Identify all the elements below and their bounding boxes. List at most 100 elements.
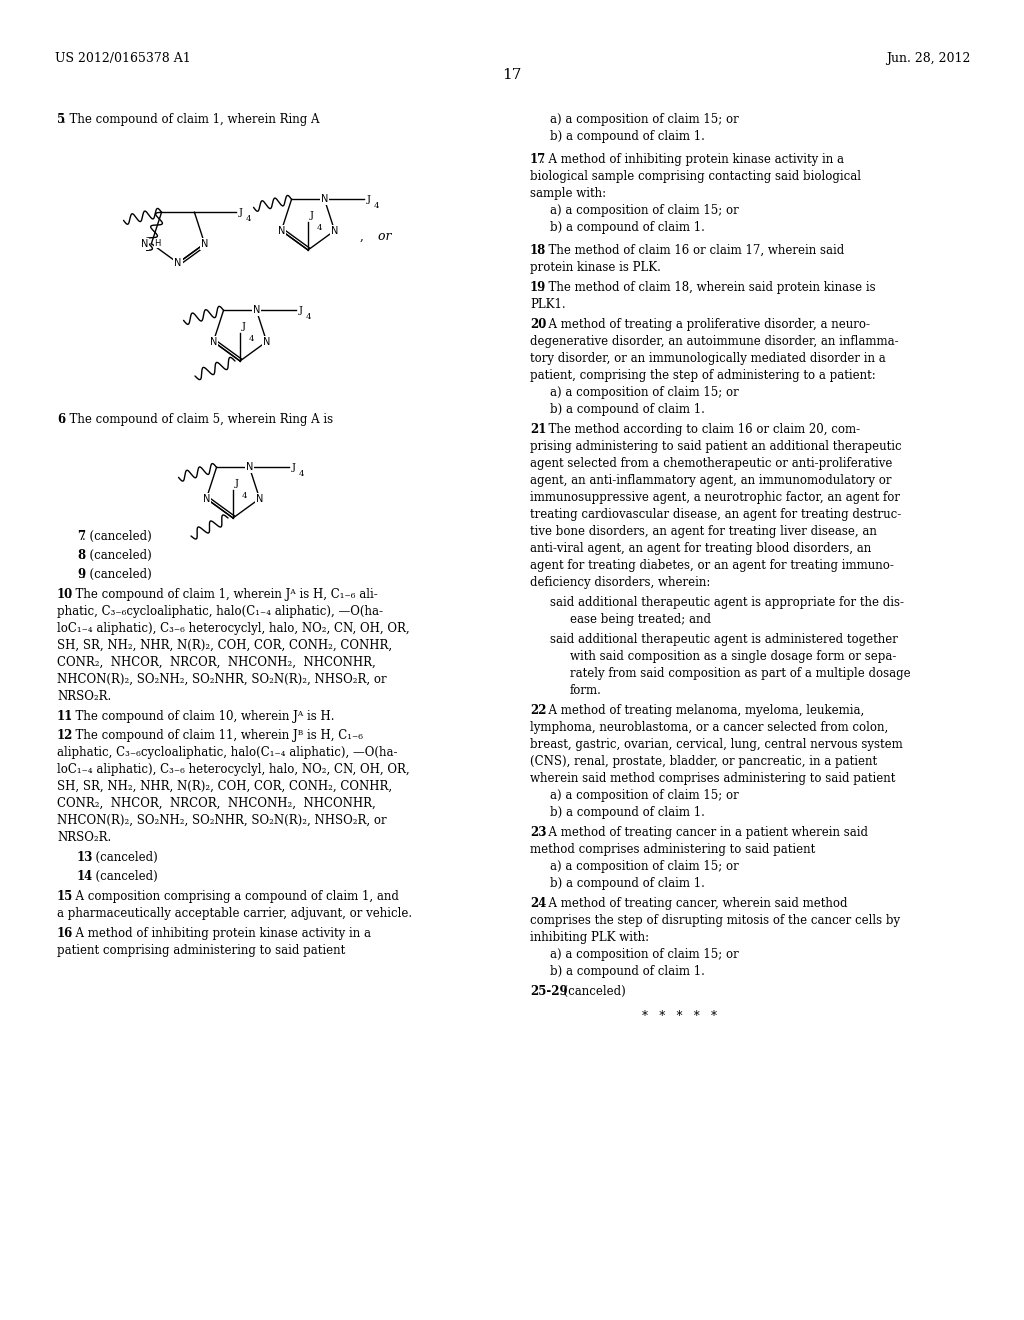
- Text: a) a composition of claim 15; or: a) a composition of claim 15; or: [550, 861, 738, 873]
- Text: N: N: [253, 305, 260, 315]
- Text: . A method of inhibiting protein kinase activity in a: . A method of inhibiting protein kinase …: [541, 153, 844, 166]
- Text: 4: 4: [246, 215, 251, 223]
- Text: b) a compound of claim 1.: b) a compound of claim 1.: [550, 807, 705, 818]
- Text: a) a composition of claim 15; or: a) a composition of claim 15; or: [550, 114, 738, 125]
- Text: b) a compound of claim 1.: b) a compound of claim 1.: [550, 220, 705, 234]
- Text: immunosuppressive agent, a neurotrophic factor, an agent for: immunosuppressive agent, a neurotrophic …: [530, 491, 900, 504]
- Text: 8: 8: [77, 549, 85, 562]
- Text: . The method of claim 18, wherein said protein kinase is: . The method of claim 18, wherein said p…: [541, 281, 876, 294]
- Text: 13: 13: [77, 851, 93, 865]
- Text: biological sample comprising contacting said biological: biological sample comprising contacting …: [530, 170, 861, 183]
- Text: J: J: [239, 207, 243, 216]
- Text: 4: 4: [317, 224, 323, 232]
- Text: J: J: [292, 463, 296, 471]
- Text: N: N: [278, 226, 285, 236]
- Text: 11: 11: [57, 710, 74, 723]
- Text: 7: 7: [77, 531, 85, 543]
- Text: a) a composition of claim 15; or: a) a composition of claim 15; or: [550, 205, 738, 216]
- Text: . A method of treating a proliferative disorder, a neuro-: . A method of treating a proliferative d…: [541, 318, 869, 331]
- Text: method comprises administering to said patient: method comprises administering to said p…: [530, 843, 815, 855]
- Text: CONR₂,  NHCOR,  NRCOR,  NHCONH₂,  NHCONHR,: CONR₂, NHCOR, NRCOR, NHCONH₂, NHCONHR,: [57, 656, 376, 669]
- Text: anti-viral agent, an agent for treating blood disorders, an: anti-viral agent, an agent for treating …: [530, 543, 871, 554]
- Text: ease being treated; and: ease being treated; and: [570, 612, 711, 626]
- Text: SH, SR, NH₂, NHR, N(R)₂, COH, COR, CONH₂, CONHR,: SH, SR, NH₂, NHR, N(R)₂, COH, COR, CONH₂…: [57, 639, 392, 652]
- Text: NHCON(R)₂, SO₂NH₂, SO₂NHR, SO₂N(R)₂, NHSO₂R, or: NHCON(R)₂, SO₂NH₂, SO₂NHR, SO₂N(R)₂, NHS…: [57, 814, 387, 828]
- Text: 4: 4: [242, 492, 248, 500]
- Text: . The method of claim 16 or claim 17, wherein said: . The method of claim 16 or claim 17, wh…: [541, 244, 844, 257]
- Text: . The compound of claim 1, wherein Ring A: . The compound of claim 1, wherein Ring …: [62, 114, 319, 125]
- Text: form.: form.: [570, 684, 602, 697]
- Text: 14: 14: [77, 870, 93, 883]
- Text: 15: 15: [57, 890, 74, 903]
- Text: with said composition as a single dosage form or sepa-: with said composition as a single dosage…: [570, 649, 896, 663]
- Text: 9: 9: [77, 568, 85, 581]
- Text: Jun. 28, 2012: Jun. 28, 2012: [886, 51, 970, 65]
- Text: 16: 16: [57, 927, 74, 940]
- Text: 25-29: 25-29: [530, 985, 567, 998]
- Text: . (canceled): . (canceled): [82, 568, 152, 581]
- Text: 24: 24: [530, 898, 547, 909]
- Text: J: J: [298, 306, 302, 315]
- Text: or: or: [370, 230, 391, 243]
- Text: . (canceled): . (canceled): [82, 531, 152, 543]
- Text: . The compound of claim 5, wherein Ring A is: . The compound of claim 5, wherein Ring …: [62, 413, 334, 426]
- Text: H: H: [155, 239, 161, 248]
- Text: N: N: [201, 239, 208, 248]
- Text: N: N: [331, 226, 338, 236]
- Text: J: J: [310, 211, 314, 220]
- Text: N: N: [321, 194, 328, 205]
- Text: aliphatic, C₃₋₆cycloaliphatic, halo(C₁₋₄ aliphatic), —O(ha-: aliphatic, C₃₋₆cycloaliphatic, halo(C₁₋₄…: [57, 746, 397, 759]
- Text: NRSO₂R.: NRSO₂R.: [57, 690, 112, 704]
- Text: a) a composition of claim 15; or: a) a composition of claim 15; or: [550, 948, 738, 961]
- Text: sample with:: sample with:: [530, 187, 606, 201]
- Text: 6: 6: [57, 413, 66, 426]
- Text: b) a compound of claim 1.: b) a compound of claim 1.: [550, 129, 705, 143]
- Text: . A method of treating melanoma, myeloma, leukemia,: . A method of treating melanoma, myeloma…: [541, 704, 864, 717]
- Text: phatic, C₃₋₆cycloaliphatic, halo(C₁₋₄ aliphatic), —O(ha-: phatic, C₃₋₆cycloaliphatic, halo(C₁₋₄ al…: [57, 605, 383, 618]
- Text: patient comprising administering to said patient: patient comprising administering to said…: [57, 944, 345, 957]
- Text: 12: 12: [57, 729, 74, 742]
- Text: said additional therapeutic agent is appropriate for the dis-: said additional therapeutic agent is app…: [550, 597, 904, 609]
- Text: NRSO₂R.: NRSO₂R.: [57, 832, 112, 843]
- Text: US 2012/0165378 A1: US 2012/0165378 A1: [55, 51, 190, 65]
- Text: protein kinase is PLK.: protein kinase is PLK.: [530, 261, 660, 275]
- Text: 4: 4: [374, 202, 379, 210]
- Text: inhibiting PLK with:: inhibiting PLK with:: [530, 931, 649, 944]
- Text: . A method of treating cancer, wherein said method: . A method of treating cancer, wherein s…: [541, 898, 847, 909]
- Text: agent, an anti-inflammatory agent, an immunomodulatory or: agent, an anti-inflammatory agent, an im…: [530, 474, 892, 487]
- Text: 17: 17: [503, 69, 521, 82]
- Text: CONR₂,  NHCOR,  NRCOR,  NHCONH₂,  NHCONHR,: CONR₂, NHCOR, NRCOR, NHCONH₂, NHCONHR,: [57, 797, 376, 810]
- Text: a) a composition of claim 15; or: a) a composition of claim 15; or: [550, 789, 738, 803]
- Text: J: J: [234, 479, 239, 488]
- Text: . A method of inhibiting protein kinase activity in a: . A method of inhibiting protein kinase …: [68, 927, 371, 940]
- Text: N: N: [256, 494, 263, 504]
- Text: 23: 23: [530, 826, 547, 840]
- Text: degenerative disorder, an autoimmune disorder, an inflamma-: degenerative disorder, an autoimmune dis…: [530, 335, 899, 348]
- Text: 4: 4: [305, 313, 311, 321]
- Text: . (canceled): . (canceled): [87, 851, 158, 865]
- Text: . (canceled): . (canceled): [556, 985, 626, 998]
- Text: prising administering to said patient an additional therapeutic: prising administering to said patient an…: [530, 440, 901, 453]
- Text: wherein said method comprises administering to said patient: wherein said method comprises administer…: [530, 772, 895, 785]
- Text: . The compound of claim 1, wherein Jᴬ is H, C₁₋₆ ali-: . The compound of claim 1, wherein Jᴬ is…: [68, 587, 377, 601]
- Text: SH, SR, NH₂, NHR, N(R)₂, COH, COR, CONH₂, CONHR,: SH, SR, NH₂, NHR, N(R)₂, COH, COR, CONH₂…: [57, 780, 392, 793]
- Text: J: J: [242, 322, 246, 331]
- Text: comprises the step of disrupting mitosis of the cancer cells by: comprises the step of disrupting mitosis…: [530, 913, 900, 927]
- Text: loC₁₋₄ aliphatic), C₃₋₆ heterocyclyl, halo, NO₂, CN, OH, OR,: loC₁₋₄ aliphatic), C₃₋₆ heterocyclyl, ha…: [57, 622, 410, 635]
- Text: lymphoma, neuroblastoma, or a cancer selected from colon,: lymphoma, neuroblastoma, or a cancer sel…: [530, 721, 888, 734]
- Text: loC₁₋₄ aliphatic), C₃₋₆ heterocyclyl, halo, NO₂, CN, OH, OR,: loC₁₋₄ aliphatic), C₃₋₆ heterocyclyl, ha…: [57, 763, 410, 776]
- Text: . The compound of claim 11, wherein Jᴮ is H, C₁₋₆: . The compound of claim 11, wherein Jᴮ i…: [68, 729, 362, 742]
- Text: 19: 19: [530, 281, 546, 294]
- Text: N: N: [141, 239, 148, 248]
- Text: 21: 21: [530, 422, 547, 436]
- Text: 4: 4: [249, 335, 255, 343]
- Text: patient, comprising the step of administering to a patient:: patient, comprising the step of administ…: [530, 370, 876, 381]
- Text: 17: 17: [530, 153, 546, 166]
- Text: 18: 18: [530, 244, 546, 257]
- Text: 4: 4: [298, 470, 304, 478]
- Text: b) a compound of claim 1.: b) a compound of claim 1.: [550, 965, 705, 978]
- Text: . A method of treating cancer in a patient wherein said: . A method of treating cancer in a patie…: [541, 826, 867, 840]
- Text: b) a compound of claim 1.: b) a compound of claim 1.: [550, 403, 705, 416]
- Text: a pharmaceutically acceptable carrier, adjuvant, or vehicle.: a pharmaceutically acceptable carrier, a…: [57, 907, 412, 920]
- Text: agent selected from a chemotherapeutic or anti-proliferative: agent selected from a chemotherapeutic o…: [530, 457, 892, 470]
